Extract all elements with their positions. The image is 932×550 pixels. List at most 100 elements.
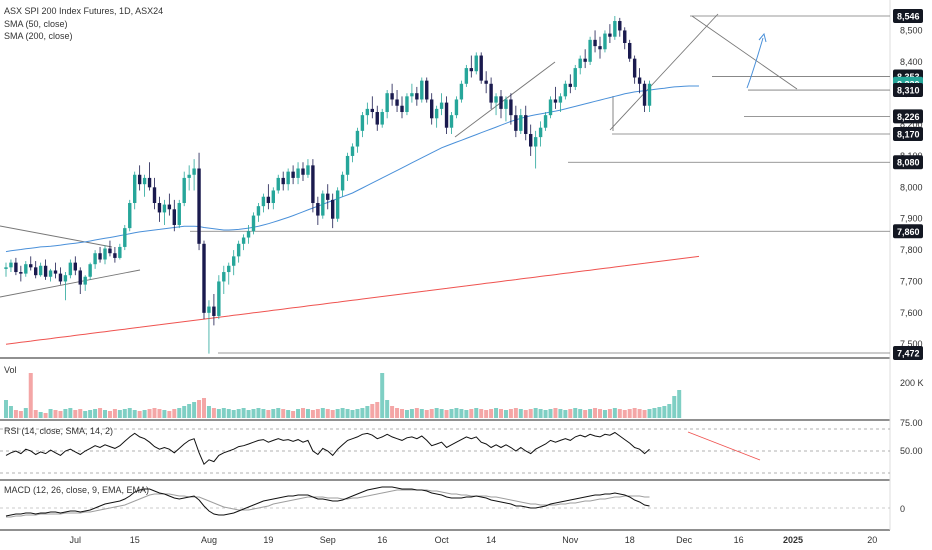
volume-bar — [429, 409, 434, 418]
candle — [350, 143, 355, 163]
candle — [38, 262, 43, 277]
candle — [172, 199, 176, 232]
volume-bar — [523, 410, 528, 418]
candle — [271, 187, 275, 210]
candle — [355, 127, 360, 153]
volume-bar — [48, 409, 53, 418]
candle — [345, 152, 350, 182]
volume-bar — [291, 411, 296, 418]
candle-body — [553, 99, 558, 103]
volume-bar — [444, 410, 449, 418]
volume-bar — [479, 409, 484, 418]
candle-body — [217, 281, 221, 316]
volume-bar — [256, 408, 261, 418]
volume-bar — [508, 409, 513, 418]
volume-bar — [652, 408, 657, 418]
candle-body — [48, 270, 53, 277]
candle — [276, 174, 280, 194]
volume-bar — [98, 408, 103, 418]
candle — [192, 159, 196, 191]
time-tick-label: Nov — [562, 535, 579, 545]
candle — [241, 234, 246, 251]
candle-body — [390, 93, 394, 100]
candle-body — [563, 83, 568, 97]
candle-body — [53, 270, 58, 274]
candle — [449, 112, 454, 134]
volume-bar — [221, 408, 226, 418]
volume-bar — [137, 411, 142, 418]
volume-bar — [632, 408, 637, 418]
volume-bar — [583, 410, 588, 418]
volume-bar — [578, 409, 583, 418]
candle-body — [88, 264, 92, 277]
candle-body — [479, 55, 483, 81]
candle-body — [147, 177, 152, 188]
volume-bar — [147, 409, 152, 418]
volume-bar — [127, 408, 132, 418]
candle — [613, 16, 617, 40]
volume-bar — [335, 409, 340, 418]
candle — [187, 165, 191, 191]
volume-bar — [8, 406, 13, 418]
candle-body — [301, 168, 305, 175]
candle — [533, 130, 538, 169]
candle-body — [613, 21, 617, 37]
volume-bar — [236, 409, 241, 418]
trendline-dec-down — [691, 15, 798, 90]
candle-body — [202, 243, 206, 313]
candle-body — [588, 39, 592, 62]
candle — [509, 93, 513, 125]
candle-body — [73, 262, 77, 271]
candle — [642, 80, 647, 113]
volume-bar — [375, 402, 380, 418]
candle-body — [350, 146, 355, 156]
candle-body — [222, 272, 226, 282]
candle-body — [246, 231, 251, 238]
time-tick-label: 18 — [625, 535, 635, 545]
candle-body — [474, 55, 478, 72]
volume-bar — [271, 409, 276, 418]
price-tick-label: 8,500 — [900, 25, 923, 35]
candle-body — [504, 99, 508, 109]
candle-body — [380, 112, 384, 125]
candle — [647, 80, 652, 113]
price-tag: 8,170 — [893, 126, 923, 141]
volume-bar — [241, 408, 246, 418]
volume-bar — [117, 410, 122, 418]
candle — [335, 187, 340, 222]
candle-body — [78, 270, 82, 285]
volume-bar — [484, 410, 489, 418]
candle-body — [400, 105, 404, 113]
candle-body — [618, 21, 622, 31]
candle-body — [4, 267, 8, 269]
candle — [152, 177, 157, 210]
price-tag-label: 8,310 — [897, 86, 920, 96]
volume-bar — [642, 410, 647, 418]
volume-bar — [647, 409, 652, 418]
candle-body — [430, 99, 434, 119]
candle — [548, 96, 553, 119]
volume-bar — [598, 409, 602, 418]
candle-body — [410, 93, 414, 97]
candle — [93, 250, 97, 269]
volume-bar — [305, 409, 310, 418]
time-tick-label: 15 — [130, 535, 140, 545]
candle — [108, 240, 112, 257]
candle-body — [316, 203, 320, 216]
volume-bar — [88, 410, 93, 418]
volume-bar — [162, 410, 167, 418]
candle-body — [197, 168, 201, 244]
candle-body — [68, 262, 73, 276]
candle — [311, 159, 315, 213]
candle — [19, 265, 23, 282]
candle — [167, 193, 172, 216]
candle — [395, 90, 399, 113]
candle — [385, 90, 389, 119]
candle-body — [529, 133, 533, 147]
candle — [34, 261, 38, 279]
candle-body — [281, 177, 285, 185]
price-tag-bg — [893, 224, 923, 239]
volume-bar — [414, 408, 419, 418]
candle-body — [296, 168, 300, 178]
